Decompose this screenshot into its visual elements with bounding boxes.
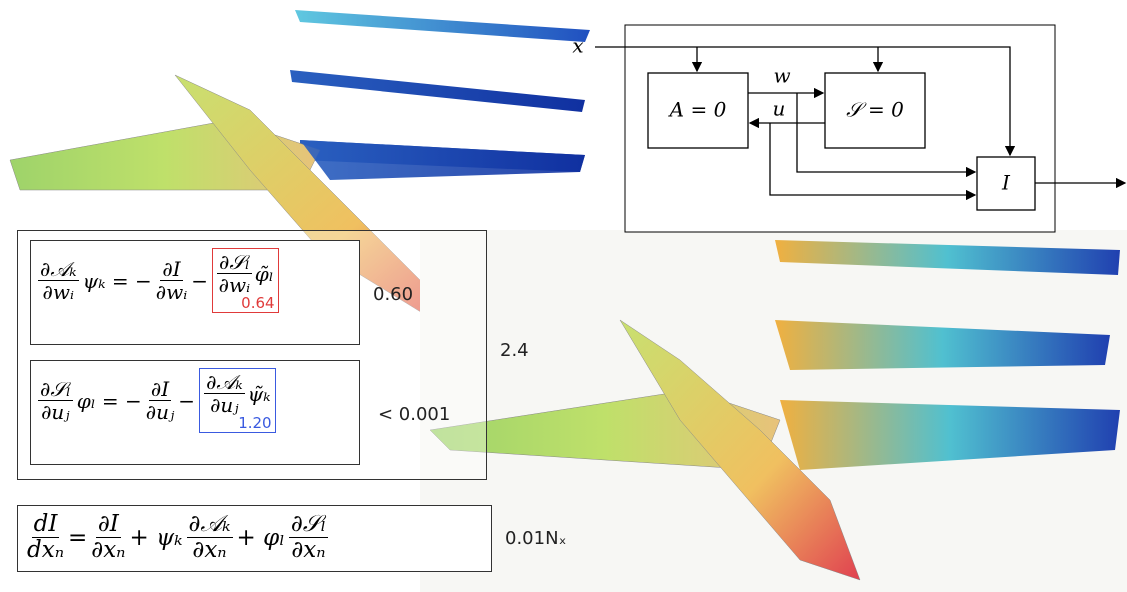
math-term: ψₖ = −	[83, 269, 152, 293]
numerator: ∂𝒮ₗ	[38, 378, 73, 401]
denominator: ∂uⱼ	[210, 394, 239, 416]
math-term: ψ̃ₖ	[248, 382, 271, 406]
equation-value: 0.01Nₓ	[505, 528, 567, 549]
fraction: ∂I∂xₙ	[91, 512, 125, 564]
numerator: dI	[32, 512, 60, 538]
fraction: ∂𝒮ₗ∂wᵢ	[217, 251, 252, 296]
figure: x A = 0 𝒮 = 0 I w u 2.4 ∂𝒜ₖ∂wᵢψₖ = −∂I∂w…	[0, 0, 1127, 592]
denominator: ∂xₙ	[91, 538, 125, 563]
arrow-label: w	[773, 64, 790, 88]
numerator: ∂I	[96, 512, 121, 538]
denominator: ∂wᵢ	[219, 274, 250, 296]
block-label: 𝒮 = 0	[846, 98, 904, 122]
group-value: 2.4	[500, 340, 529, 361]
math-term: −	[178, 389, 195, 413]
denominator: ∂wᵢ	[156, 281, 187, 303]
math-term: =	[68, 525, 87, 551]
block-label: I	[1001, 171, 1011, 195]
math-term: + ψₖ	[129, 525, 182, 551]
highlight-value: 0.64	[241, 294, 274, 312]
denominator: ∂uⱼ	[41, 401, 70, 423]
arrow-label: u	[773, 97, 786, 121]
fraction: ∂I∂uⱼ	[146, 378, 175, 423]
denominator: ∂xₙ	[291, 538, 325, 563]
numerator: ∂𝒜ₖ	[187, 512, 233, 538]
highlight-value: 1.20	[238, 414, 271, 432]
numerator: ∂𝒮ₗ	[217, 251, 252, 274]
math-term: −	[191, 269, 208, 293]
math-term: φₗ = −	[77, 389, 142, 413]
denominator: ∂uⱼ	[146, 401, 175, 423]
denominator: ∂xₙ	[192, 538, 226, 563]
denominator: ∂wᵢ	[43, 281, 74, 303]
fraction: ∂𝒮ₗ∂xₙ	[289, 512, 328, 564]
math-term: φ̃ₗ	[255, 262, 274, 286]
diagram-lines	[595, 25, 1125, 232]
fraction: ∂𝒜ₖ∂uⱼ	[204, 371, 245, 416]
numerator: ∂𝒮ₗ	[289, 512, 328, 538]
numerator: ∂I	[149, 378, 171, 401]
fraction: ∂𝒜ₖ∂xₙ	[187, 512, 233, 564]
fraction: ∂I∂wᵢ	[156, 258, 187, 303]
equation-value: < 0.001	[378, 404, 450, 425]
fraction: ∂𝒜ₖ∂wᵢ	[38, 258, 79, 303]
input-label: x	[572, 34, 583, 58]
math-term: + φₗ	[237, 525, 285, 551]
equation-value: 0.60	[373, 284, 413, 305]
numerator: ∂I	[160, 258, 182, 281]
numerator: ∂𝒜ₖ	[204, 371, 245, 394]
fraction: ∂𝒮ₗ∂uⱼ	[38, 378, 73, 423]
block-label: A = 0	[668, 98, 727, 122]
denominator: dxₙ	[27, 538, 64, 563]
numerator: ∂𝒜ₖ	[38, 258, 79, 281]
